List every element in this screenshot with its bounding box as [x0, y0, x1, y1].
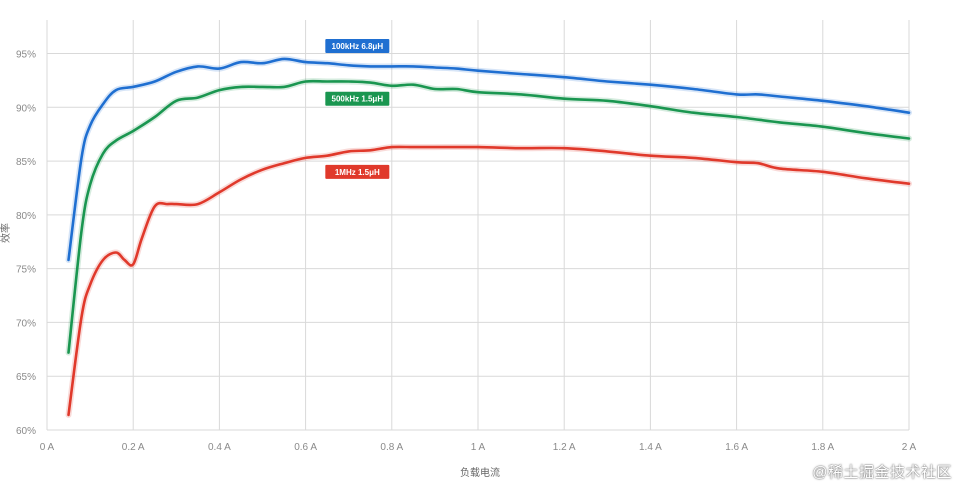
- y-axis-title: 效率: [0, 223, 12, 243]
- series-line-glow: [65, 143, 912, 418]
- y-tick-label: 90%: [16, 103, 36, 114]
- x-axis-title: 负载电流: [460, 466, 500, 479]
- x-tick-label: 0.6 A: [294, 442, 317, 453]
- y-tick-label: 80%: [16, 211, 36, 222]
- y-tick-label: 70%: [16, 318, 36, 329]
- x-tick-label: 1.6 A: [725, 442, 748, 453]
- y-tick-label: 75%: [16, 265, 36, 276]
- x-tick-label: 0.2 A: [122, 442, 145, 453]
- series-line-100khz: [67, 57, 911, 262]
- y-tick-label: 65%: [16, 372, 36, 383]
- x-tick-label: 1.2 A: [553, 442, 576, 453]
- x-tick-label: 2 A: [902, 442, 917, 453]
- y-tick-label: 60%: [16, 426, 36, 437]
- watermark-text: @稀土掘金技术社区: [812, 464, 952, 481]
- series-label-tag: [325, 38, 390, 53]
- series-label-tag: [325, 91, 390, 106]
- x-tick-label: 1 A: [471, 442, 486, 453]
- series-label-tag: [325, 164, 390, 179]
- x-tick-label: 1.8 A: [811, 442, 834, 453]
- series-lines: [65, 55, 912, 418]
- series-label-1mhz: 1MHz 1.5μH: [335, 168, 380, 177]
- series-line-500khz: [67, 79, 911, 354]
- series-label-100khz: 100kHz 6.8μH: [332, 42, 384, 51]
- series-labels: 100kHz 6.8μH 500kHz 1.5μH 1MHz 1.5μH: [325, 38, 390, 179]
- x-tick-label: 1.4 A: [639, 442, 662, 453]
- y-tick-label: 95%: [16, 50, 36, 61]
- grid-lines: [46, 20, 910, 431]
- series-label-500khz: 500kHz 1.5μH: [332, 95, 384, 104]
- axis-ticks: 0 A 0.2 A 0.4 A 0.6 A 0.8 A 1 A 1.2 A 1.4 A 1.6 …: [16, 50, 917, 453]
- series-line-glow: [65, 55, 912, 263]
- x-tick-label: 0.4 A: [208, 442, 231, 453]
- x-tick-label: 0.8 A: [380, 442, 403, 453]
- series-line-1mhz: [67, 145, 911, 417]
- x-tick-label: 0 A: [40, 442, 55, 453]
- y-tick-label: 85%: [16, 157, 36, 168]
